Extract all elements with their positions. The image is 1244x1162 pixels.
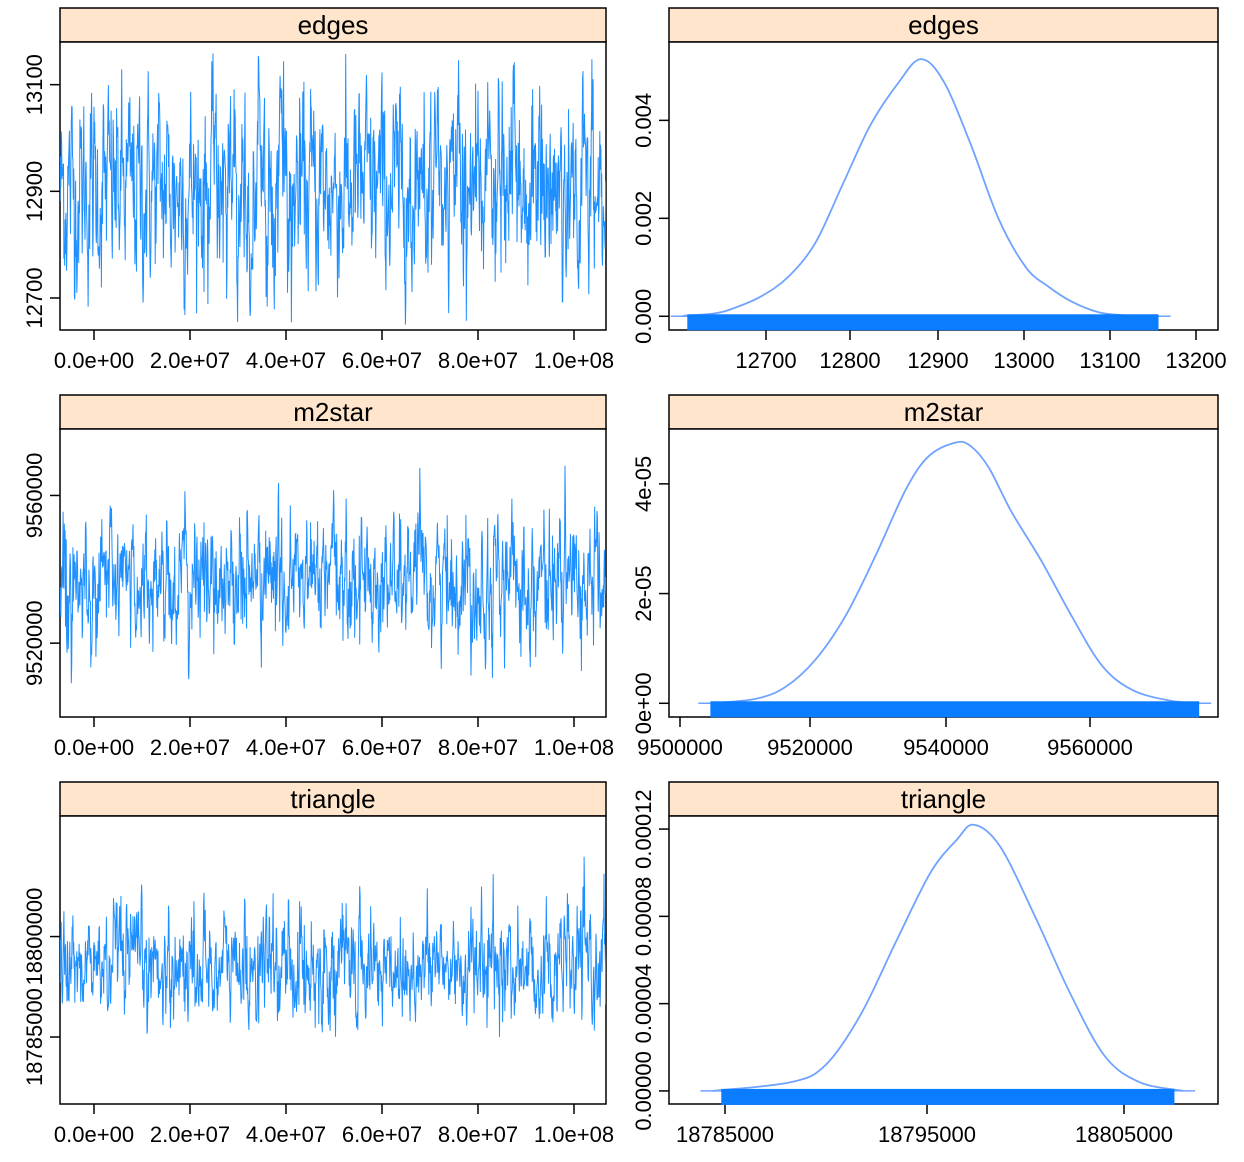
y-tick-label: 12900 <box>22 161 47 222</box>
x-tick-label: 18805000 <box>1075 1122 1173 1147</box>
x-tick-label: 9520000 <box>767 735 853 760</box>
density-curve <box>712 823 1184 1092</box>
trace-line <box>60 856 606 1037</box>
trace-line <box>60 53 606 325</box>
x-tick-label: 2.0e+07 <box>150 735 230 760</box>
x-tick-label: 4.0e+07 <box>246 1122 326 1147</box>
x-tick-label: 12800 <box>819 348 880 373</box>
plot-frame <box>668 815 1219 1105</box>
x-tick-label: 9500000 <box>637 735 723 760</box>
x-tick-label: 13200 <box>1165 348 1226 373</box>
y-tick-label: 4e-05 <box>631 456 656 512</box>
x-tick-label: 8.0e+07 <box>438 348 518 373</box>
strip-header <box>668 781 1219 817</box>
y-tick-label: 0e+00 <box>631 672 656 734</box>
y-tick-label: 12700 <box>22 267 47 328</box>
strip-header <box>668 394 1219 430</box>
x-tick-label: 12900 <box>907 348 968 373</box>
y-tick-label: 0.004 <box>631 93 656 148</box>
x-tick-label: 0.0e+00 <box>54 348 134 373</box>
strip-title: m2star <box>904 397 984 427</box>
strip-title: triangle <box>901 784 986 814</box>
y-tick-label: 13100 <box>22 54 47 115</box>
trace-panel-triangle: triangle 0.0e+00 2.0e+07 4.0e+07 6.0e+07 8.0e… <box>22 781 614 1147</box>
y-tick-label: 18785000 <box>22 988 47 1086</box>
trace-panel-m2star: m2star 0.0e+00 2.0e+07 4.0e+07 6.0e+07 8.0e+0… <box>22 394 614 760</box>
y-tick-label: 9520000 <box>22 600 47 686</box>
y-tick-label: 0.00012 <box>631 789 656 869</box>
plot-frame <box>668 41 1219 331</box>
y-tick-label: 9560000 <box>22 453 47 539</box>
density-panel-edges: edges 12700 12800 12900 13000 13100 13200 0.000… <box>631 7 1227 373</box>
strip-header <box>59 781 607 817</box>
x-tick-label: 12700 <box>735 348 796 373</box>
trace-panel-edges: edges 0.0e+00 2.0e+07 4.0e+07 6.0e+07 8.0e+07… <box>22 7 614 373</box>
x-tick-label: 9560000 <box>1047 735 1133 760</box>
trace-line <box>60 465 606 684</box>
x-tick-label: 4.0e+07 <box>246 735 326 760</box>
x-tick-label: 6.0e+07 <box>342 735 422 760</box>
y-tick-label: 2e-05 <box>631 565 656 621</box>
y-tick-label: 18800000 <box>22 888 47 986</box>
x-tick-label: 2.0e+07 <box>150 1122 230 1147</box>
y-tick-label: 0.000 <box>631 289 656 344</box>
x-tick-label: 1.0e+08 <box>534 735 614 760</box>
strip-title: edges <box>298 10 369 40</box>
rug-band <box>687 314 1159 331</box>
x-tick-label: 8.0e+07 <box>438 735 518 760</box>
plot-frame <box>59 428 607 718</box>
y-tick-label: 0.002 <box>631 191 656 246</box>
x-tick-label: 18795000 <box>878 1122 976 1147</box>
strip-title: edges <box>908 10 979 40</box>
x-tick-label: 9540000 <box>903 735 989 760</box>
density-curve <box>710 440 1200 705</box>
density-panel-triangle: triangle 18785000 18795000 18805000 0.00000 0… <box>631 781 1219 1147</box>
x-tick-label: 0.0e+00 <box>54 1122 134 1147</box>
x-tick-label: 8.0e+07 <box>438 1122 518 1147</box>
x-tick-label: 13000 <box>993 348 1054 373</box>
x-tick-label: 1.0e+08 <box>534 1122 614 1147</box>
y-tick-label: 0.00000 <box>631 1051 656 1131</box>
plot-frame <box>668 428 1219 718</box>
x-tick-label: 6.0e+07 <box>342 1122 422 1147</box>
rug-band <box>710 701 1200 718</box>
strip-header <box>59 7 607 43</box>
x-tick-label: 1.0e+08 <box>534 348 614 373</box>
density-curve <box>682 58 1159 318</box>
x-tick-label: 2.0e+07 <box>150 348 230 373</box>
x-tick-label: 13100 <box>1079 348 1140 373</box>
density-panel-m2star: m2star 9500000 9520000 9540000 9560000 0e+00 2… <box>631 394 1219 760</box>
strip-title: triangle <box>290 784 375 814</box>
strip-header <box>59 394 607 430</box>
x-tick-label: 6.0e+07 <box>342 348 422 373</box>
x-tick-label: 18785000 <box>676 1122 774 1147</box>
rug-band <box>721 1088 1175 1105</box>
x-tick-label: 4.0e+07 <box>246 348 326 373</box>
strip-title: m2star <box>293 397 373 427</box>
y-tick-label: 0.00004 <box>631 964 656 1044</box>
y-tick-label: 0.00008 <box>631 877 656 957</box>
x-tick-label: 0.0e+00 <box>54 735 134 760</box>
